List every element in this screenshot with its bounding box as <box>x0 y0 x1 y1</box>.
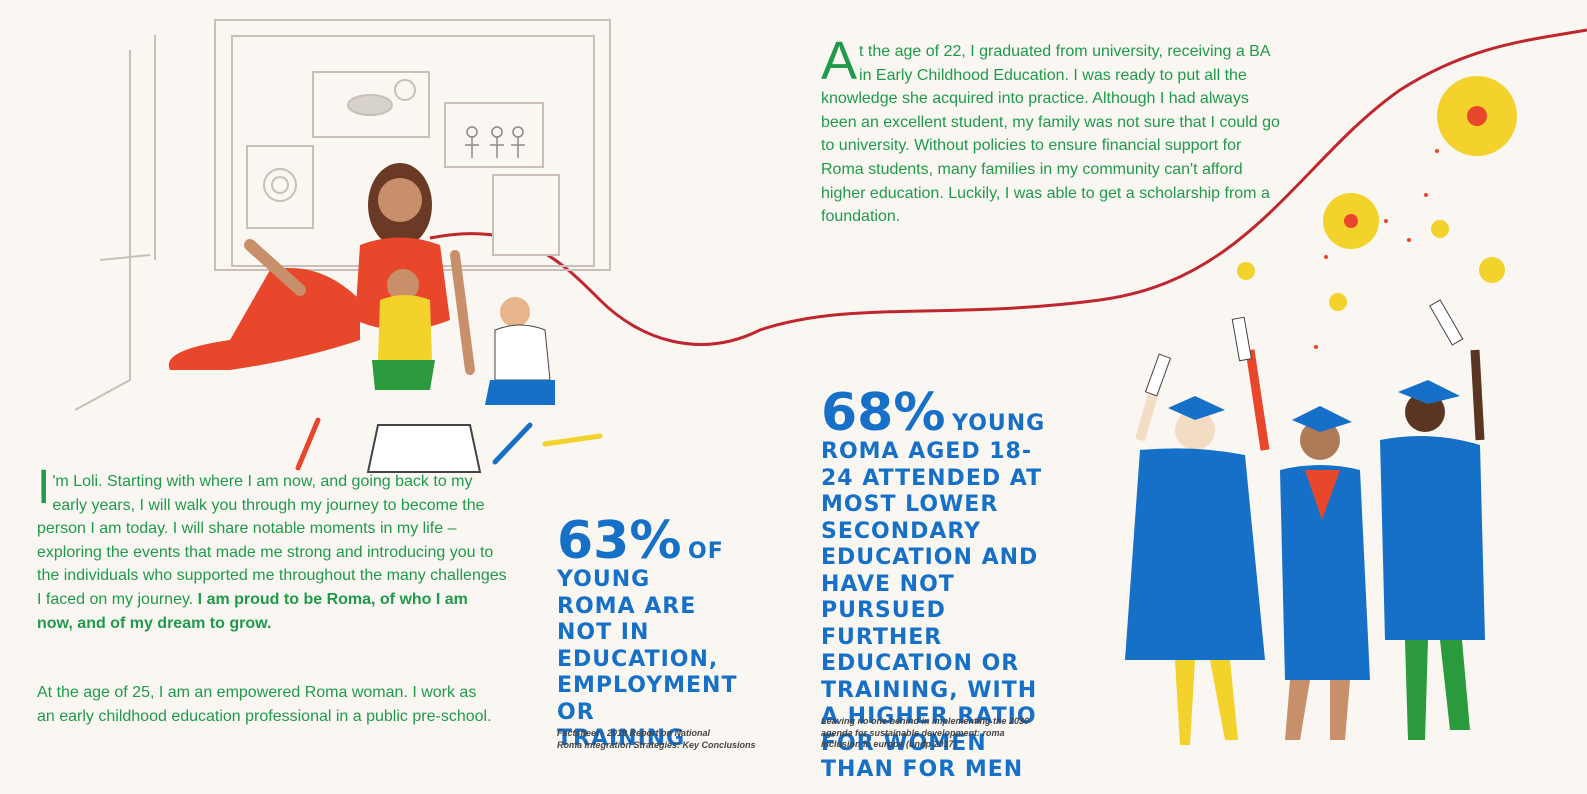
flowers-decoration <box>1237 76 1517 349</box>
stat-63-block: 63% OF YOUNG ROMA ARE NOT IN EDUCATION, … <box>557 515 738 753</box>
source-line: Leaving no one behind in implementing th… <box>821 716 1030 726</box>
stat-68-lead: YOUNG <box>952 411 1046 436</box>
stat-63-text: YOUNG ROMA ARE NOT IN EDUCATION, EMPLOYM… <box>557 567 738 751</box>
stat-68-number: 68% <box>821 383 946 443</box>
stat-63-number: 63% <box>557 511 682 571</box>
classroom-wall-illustration <box>74 19 611 411</box>
intro-text: 'm Loli. Starting with where I am now, a… <box>37 473 507 608</box>
source-line: inclusion in europe (undp 2017) <box>821 739 957 749</box>
stick-figures-drawing <box>465 126 525 158</box>
source-line: agenda for sustainable development: roma <box>821 727 1005 738</box>
age22-text: t the age of 22, I graduated from univer… <box>821 43 1280 226</box>
red-ribbon-line <box>429 28 1587 346</box>
stat-63-source: Factsheet - 2019 Report on National Roma… <box>557 728 756 751</box>
stat-68-block: 68% YOUNG ROMA AGED 18-24 ATTENDED AT MO… <box>821 387 1061 784</box>
drop-cap-initial: A <box>821 31 858 91</box>
stat-63-lead: OF <box>688 539 724 564</box>
mother-children-illustration <box>168 163 555 405</box>
source-line: Roma Integration Strategies: Key Conclus… <box>557 739 756 750</box>
intro-bold-statement: I am proud to be Roma, of who I am now, … <box>37 590 468 632</box>
drop-cap-initial: I <box>37 461 51 514</box>
graduates-illustration <box>1125 299 1485 745</box>
stat-68-source: Leaving no one behind in implementing th… <box>821 716 1029 751</box>
source-line: Factsheet - 2019 Report on National <box>557 728 711 738</box>
stat-68-text: ROMA AGED 18-24 ATTENDED AT MOST LOWER S… <box>821 439 1043 782</box>
intro-paragraph: I'm Loli. Starting with where I am now, … <box>37 461 507 635</box>
pencils-paper-illustration <box>295 417 603 473</box>
age25-paragraph: At the age of 25, I am an empowered Roma… <box>37 684 492 725</box>
